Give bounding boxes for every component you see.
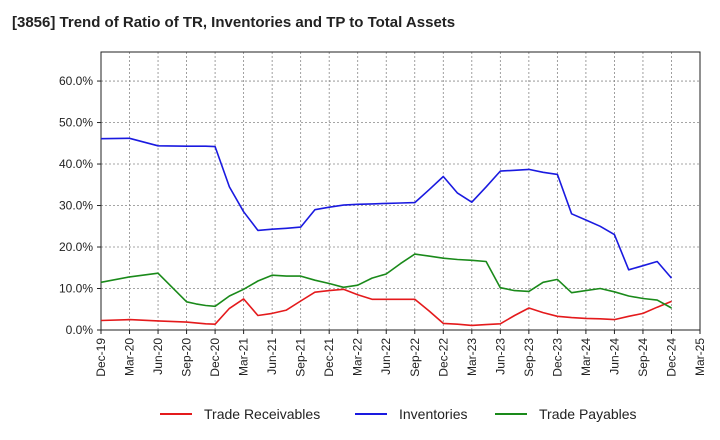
y-tick-label: 50.0% (59, 116, 93, 130)
y-tick-label: 20.0% (59, 240, 93, 254)
x-tick-label: Jun-22 (379, 338, 393, 375)
x-tick-label: Mar-25 (693, 338, 707, 376)
x-tick-label: Mar-22 (351, 338, 365, 376)
x-tick-label: Mar-21 (237, 338, 251, 376)
x-tick-label: Sep-20 (180, 338, 194, 377)
x-tick-label: Dec-21 (322, 338, 336, 377)
y-tick-label: 30.0% (59, 199, 93, 213)
series-lines (100, 137, 673, 327)
x-tick-label: Sep-23 (522, 338, 536, 377)
series-line-inventories (100, 137, 673, 279)
plot-frame (100, 51, 701, 331)
chart-title: [3856] Trend of Ratio of TR, Inventories… (12, 14, 456, 31)
legend-label-trade-payables: Trade Payables (539, 406, 637, 422)
x-tick-label: Jun-23 (493, 338, 507, 375)
axes: 0.0% 10.0% 20.0% 30.0% 40.0% 50.0% 60.0% Dec-19… (59, 51, 707, 377)
legend: Trade Receivables Inventories Trade Payabl… (160, 406, 637, 422)
x-tick-label: Sep-22 (408, 338, 422, 377)
y-tick-label: 40.0% (59, 157, 93, 171)
x-tick-label: Dec-24 (664, 338, 678, 377)
x-tick-label: Dec-22 (436, 338, 450, 377)
legend-label-trade-receivables: Trade Receivables (204, 406, 320, 422)
x-tick-label: Mar-20 (123, 338, 137, 376)
x-tick-label: Jun-20 (151, 338, 165, 375)
x-tick-label: Jun-24 (607, 338, 621, 375)
x-tick-label: Sep-24 (636, 338, 650, 377)
x-tick-label: Mar-24 (579, 338, 593, 376)
y-tick-label: 60.0% (59, 74, 93, 88)
legend-label-inventories: Inventories (399, 406, 467, 422)
series-line-trade-payables (100, 253, 672, 309)
y-tick-label: 10.0% (59, 282, 93, 296)
y-tick-label: 0.0% (66, 323, 94, 337)
x-tick-label: Jun-21 (265, 338, 279, 375)
series-line-trade-receivables (100, 288, 672, 327)
x-tick-label: Dec-23 (550, 338, 564, 377)
gridlines (101, 52, 700, 330)
x-tick-label: Dec-20 (208, 338, 222, 377)
x-tick-label: Sep-21 (294, 338, 308, 377)
x-tick-label: Mar-23 (465, 338, 479, 376)
x-tick-label: Dec-19 (94, 338, 108, 377)
